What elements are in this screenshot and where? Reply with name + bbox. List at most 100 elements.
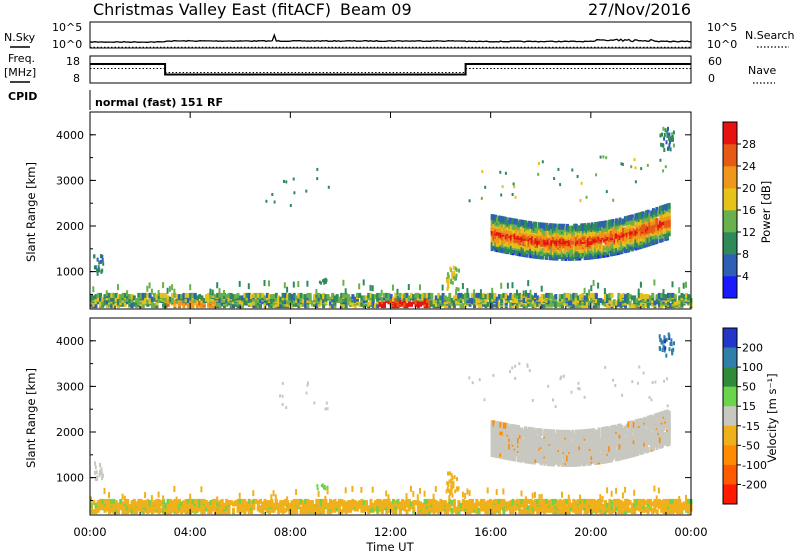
echo-cell xyxy=(292,299,296,305)
echo-cell xyxy=(564,231,568,238)
echo-cell xyxy=(610,509,614,515)
echo-cell xyxy=(259,303,262,309)
echo-cell xyxy=(362,279,365,286)
echo-cell xyxy=(497,447,501,453)
echo-cell xyxy=(456,477,458,481)
echo-cell xyxy=(101,476,104,481)
echo-cell xyxy=(144,492,147,499)
echo-cell xyxy=(626,299,630,305)
echo-cell xyxy=(214,498,217,504)
echo-cell xyxy=(653,485,656,492)
colorbar-tick-label: 4 xyxy=(742,270,749,283)
echo-cell xyxy=(164,502,168,508)
echo-cell xyxy=(378,498,382,504)
echo-cell xyxy=(308,500,312,506)
echo-cell xyxy=(326,507,330,513)
station-title: Christmas Valley East (fitACF) xyxy=(93,0,331,19)
echo-cell xyxy=(655,238,659,244)
echo-cell xyxy=(550,228,554,235)
echo-cell xyxy=(655,500,659,506)
echo-cell xyxy=(525,496,527,503)
echo-cell xyxy=(609,230,613,237)
echo-cell xyxy=(520,502,524,508)
echo-cell xyxy=(488,298,492,303)
echo-cell xyxy=(502,437,506,444)
echo-cell xyxy=(513,506,517,512)
echo-cell xyxy=(511,223,515,230)
echo-cell xyxy=(225,301,229,307)
echo-cell xyxy=(396,498,400,504)
echo-cell xyxy=(150,495,153,502)
echo-cell xyxy=(292,177,295,181)
echo-cell xyxy=(148,298,152,303)
echo-cell xyxy=(281,509,285,515)
echo-cell xyxy=(497,221,501,227)
echo-cell xyxy=(365,500,368,506)
echo-cell xyxy=(546,432,550,439)
echo-cell xyxy=(477,298,481,303)
echo-cell xyxy=(218,298,222,303)
echo-cell xyxy=(358,500,362,506)
echo-cell xyxy=(250,301,253,307)
echo-cell xyxy=(545,505,549,511)
echo-cell xyxy=(651,211,655,218)
echo-cell xyxy=(572,292,576,298)
echo-cell xyxy=(662,222,666,229)
echo-cell xyxy=(211,296,215,302)
echo-cell xyxy=(396,288,399,295)
echo-cell xyxy=(439,299,443,305)
echo-cell xyxy=(318,280,321,284)
echo-cell xyxy=(650,215,654,222)
echo-cell xyxy=(130,301,134,307)
echo-cell xyxy=(567,245,571,252)
echo-cell xyxy=(635,303,639,309)
echo-cell xyxy=(554,509,558,515)
echo-cell xyxy=(96,296,100,302)
echo-cell xyxy=(506,423,510,430)
echo-cell xyxy=(531,502,535,508)
echo-cell xyxy=(220,498,224,504)
echo-cell xyxy=(669,303,673,309)
echo-cell xyxy=(590,242,594,249)
echo-cell xyxy=(529,232,533,238)
echo-cell xyxy=(497,241,501,247)
echo-cell xyxy=(209,504,213,509)
echo-cell xyxy=(432,509,436,515)
echo-cell xyxy=(515,218,519,225)
echo-cell xyxy=(495,233,499,240)
echo-cell xyxy=(358,301,362,307)
echo-cell xyxy=(594,222,598,228)
echo-cell xyxy=(569,233,573,239)
echo-cell xyxy=(534,498,537,504)
echo-cell xyxy=(628,507,632,513)
echo-cell xyxy=(637,288,640,295)
echo-cell xyxy=(513,292,517,298)
echo-cell xyxy=(527,505,531,511)
echo-cell xyxy=(552,241,555,248)
echo-cell xyxy=(655,294,659,300)
echo-cell xyxy=(543,230,547,237)
echo-cell xyxy=(394,292,398,298)
echo-cell xyxy=(295,298,299,303)
echo-cell xyxy=(520,509,524,515)
echo-cell xyxy=(646,303,650,309)
echo-cell xyxy=(502,236,506,243)
echo-cell xyxy=(186,498,190,504)
echo-cell xyxy=(509,217,513,224)
echo-cell xyxy=(126,290,129,297)
echo-cell xyxy=(103,498,107,504)
echo-cell xyxy=(93,470,96,475)
echo-cell xyxy=(317,509,321,515)
echo-cell xyxy=(441,500,445,506)
echo-cell xyxy=(135,501,139,507)
echo-cell xyxy=(211,303,215,309)
echo-cell xyxy=(549,300,553,306)
echo-cell xyxy=(506,295,510,301)
echo-cell xyxy=(103,294,107,300)
echo-cell xyxy=(285,180,288,184)
echo-cell xyxy=(416,301,420,307)
echo-cell xyxy=(112,298,116,303)
echo-cell xyxy=(685,505,688,511)
echo-cell xyxy=(470,498,474,504)
echo-cell xyxy=(497,427,501,433)
